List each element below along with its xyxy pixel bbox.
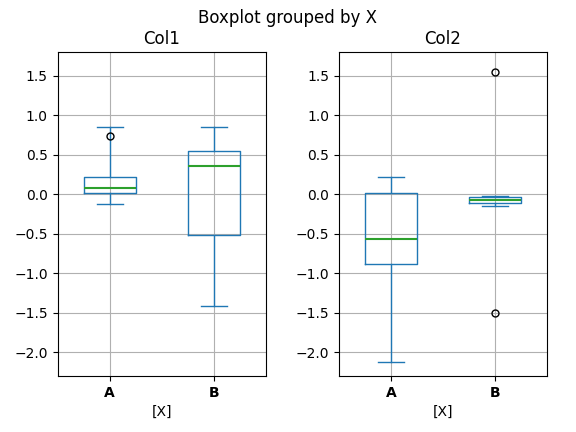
Title: Col1: Col1 bbox=[143, 29, 180, 48]
X-axis label: [X]: [X] bbox=[151, 405, 172, 419]
Title: Col2: Col2 bbox=[425, 29, 461, 48]
X-axis label: [X]: [X] bbox=[433, 405, 453, 419]
Text: Boxplot grouped by X: Boxplot grouped by X bbox=[199, 9, 377, 27]
